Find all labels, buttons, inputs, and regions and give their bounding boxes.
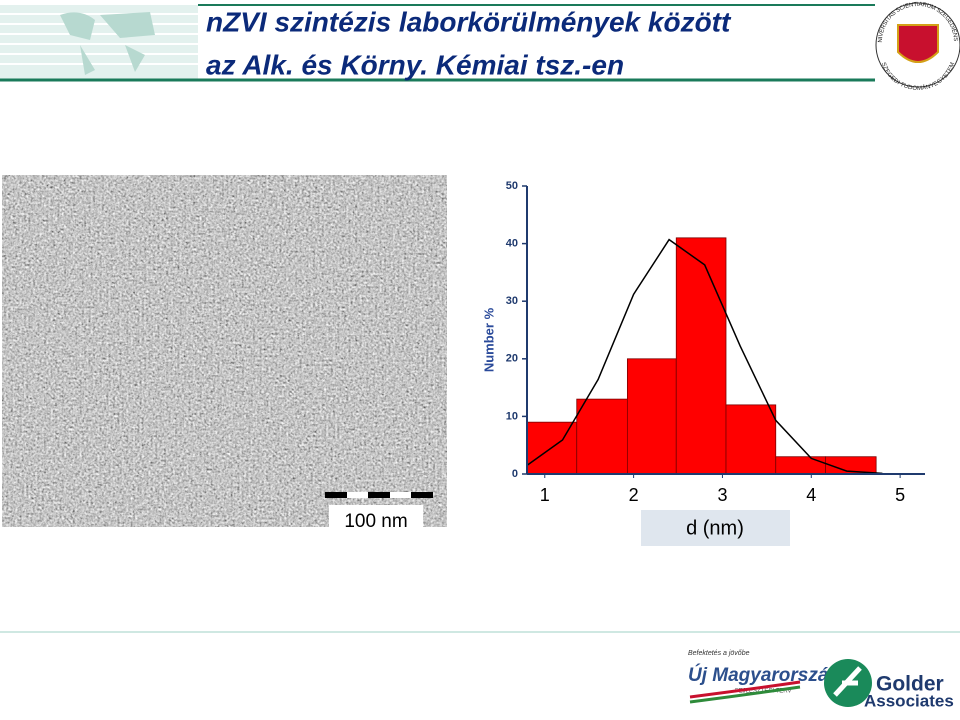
logo-text: Új Magyarország	[688, 664, 840, 686]
logo-uj-magyarorszag: Befektetés a jövőbe Új Magyarország FEJL…	[688, 650, 840, 704]
y-tick-label: 50	[506, 180, 518, 192]
x-title-panel	[641, 510, 790, 546]
y-axis-label: Number %	[481, 307, 496, 372]
map-banner	[0, 5, 198, 80]
logo-golder: Golder Associates	[824, 659, 954, 710]
y-tick-label: 30	[506, 295, 518, 307]
x-tick-label: 2	[629, 485, 639, 505]
x-tick-label: 4	[806, 485, 816, 505]
scale-bar-label: 100 nm	[344, 511, 407, 532]
bar	[675, 237, 727, 475]
bar	[576, 398, 628, 475]
histogram: 0 10 20 30 40 50 Number % 1 2 3 4 5 d (nm)	[481, 180, 925, 546]
bar	[626, 358, 677, 475]
x-axis-label: d (nm)	[686, 517, 744, 539]
fit-curve	[526, 238, 883, 475]
y-tick-label: 20	[506, 353, 518, 365]
x-tick-label: 5	[895, 485, 905, 505]
bar	[775, 456, 826, 475]
title: az Alk. és Körny. Kémiai tsz.-en	[206, 49, 624, 80]
x-tick-label: 1	[540, 485, 550, 505]
bar	[725, 404, 777, 475]
logo-text: Golder	[876, 673, 944, 696]
logo-text: Befektetés a jövőbe	[688, 650, 750, 657]
y-tick-label: 0	[512, 468, 518, 480]
x-label-panel	[527, 483, 922, 510]
y-tick-label: 40	[506, 238, 518, 250]
title: nZVI szintézis laborkörülmények között	[206, 6, 732, 37]
x-tick-label: 3	[717, 485, 727, 505]
logo-text: Associates	[864, 691, 954, 710]
y-tick-label: 10	[506, 410, 518, 422]
tem-image: 100 nm	[2, 175, 447, 538]
